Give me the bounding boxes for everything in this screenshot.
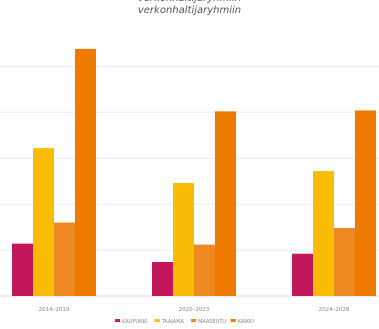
bar-maaseutu-1 (54, 222, 75, 296)
legend-label: KAIKKI (238, 319, 254, 325)
legend-swatch (230, 319, 236, 322)
bars (12, 48, 376, 296)
x-tick-label: 2020–2023 (179, 307, 210, 313)
bar-maaseutu-3 (334, 228, 355, 296)
legend-item-taajama: TAAJAMA (154, 319, 185, 325)
legend-item-maaseutu: MAASEUTU (191, 319, 226, 325)
bar-taajama-2 (173, 183, 194, 296)
x-tick-label: 2014–2019 (39, 307, 70, 313)
bar-taajama-1 (33, 148, 54, 296)
legend: KAUPUNKI TAAJAMA MAASEUTU KAIKKI (115, 319, 254, 325)
legend-swatch (115, 319, 121, 322)
bar-maaseutu-2 (194, 244, 215, 296)
legend-item-kaupunki: KAUPUNKI (115, 319, 148, 325)
bar-kaikki-2 (215, 111, 236, 296)
bar-kaupunki-1 (12, 243, 33, 296)
chart-title-partial: verkonhaltijaryhmiin (0, 0, 379, 4)
x-tick-label: 2024–2028 (319, 307, 350, 313)
bar-taajama-3 (313, 171, 334, 296)
legend-swatch (154, 319, 160, 322)
x-tick-labels: 2014–2019 2020–2023 2024–2028 (39, 307, 350, 313)
legend-label: TAAJAMA (161, 319, 185, 325)
chart-title: verkonhaltijaryhmiin (137, 5, 242, 16)
bar-kaupunki-3 (292, 253, 313, 296)
bar-kaupunki-2 (152, 262, 173, 296)
legend-item-kaikki: KAIKKI (230, 319, 254, 325)
legend-swatch (191, 319, 197, 322)
bar-kaikki-1 (75, 48, 96, 296)
legend-label: KAUPUNKI (122, 319, 147, 325)
bar-kaikki-3 (355, 110, 376, 296)
legend-label: MAASEUTU (198, 319, 226, 325)
